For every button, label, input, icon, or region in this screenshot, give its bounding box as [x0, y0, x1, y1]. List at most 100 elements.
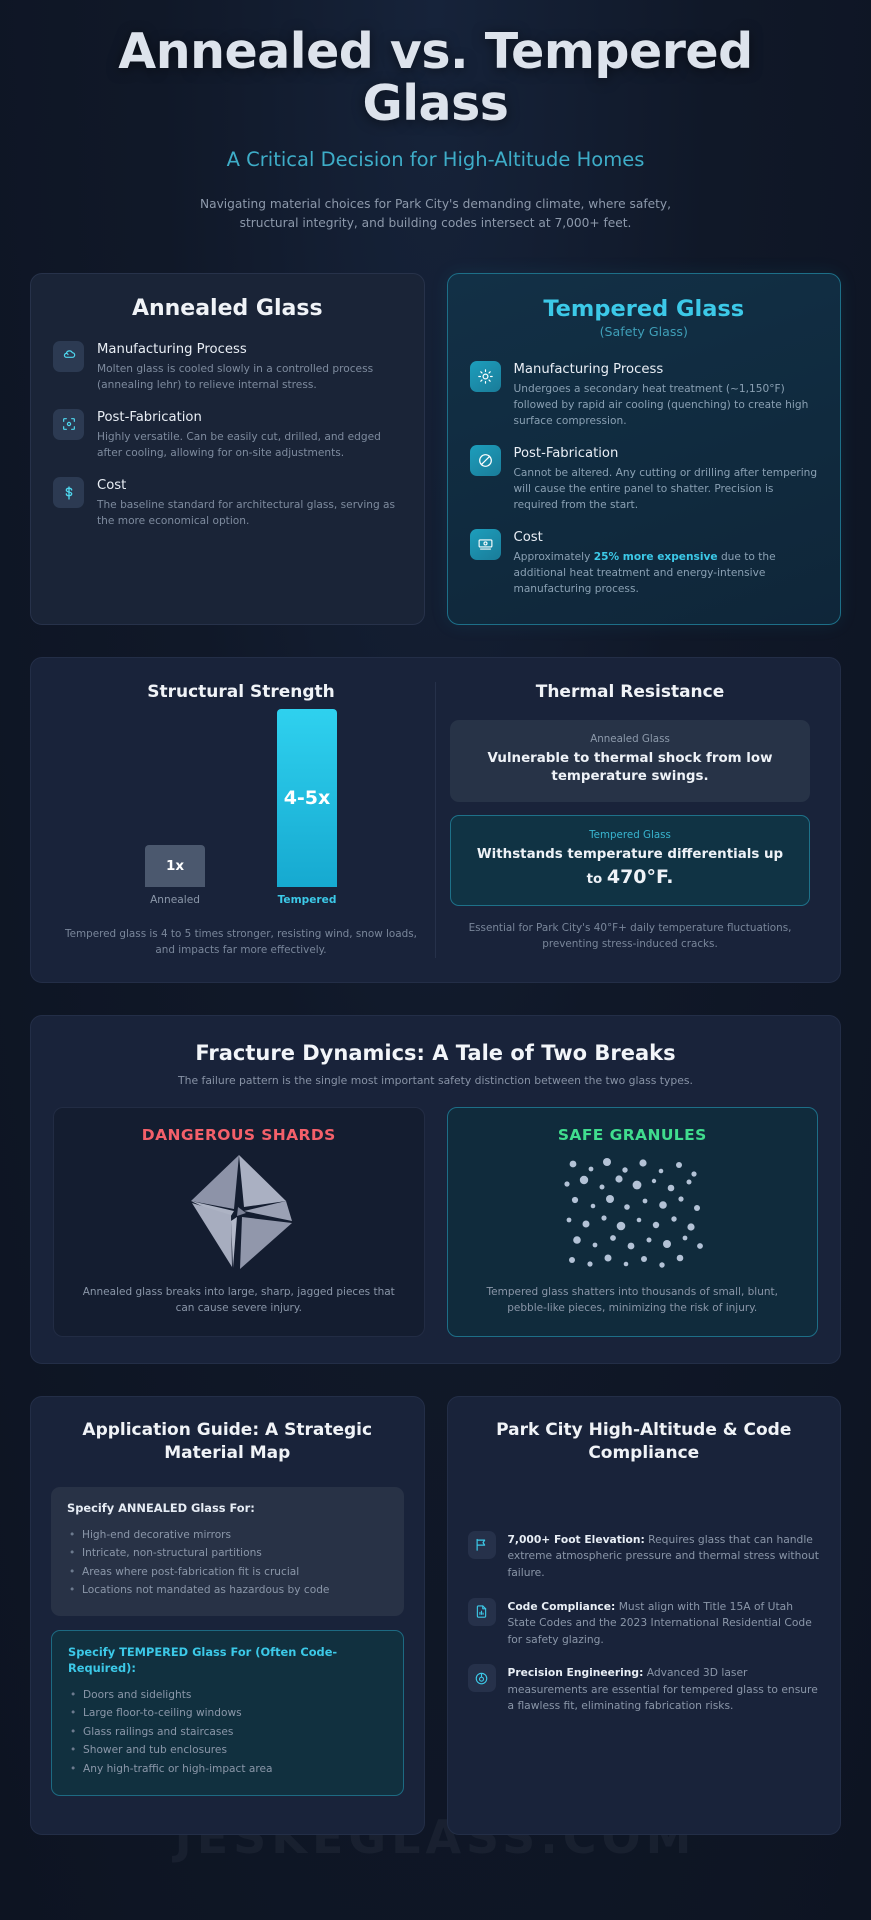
- list-item: Areas where post-fabrication fit is cruc…: [67, 1563, 388, 1582]
- fracture-cards: DANGEROUS SHARDS Annea: [53, 1106, 818, 1338]
- flag-icon: [467, 1530, 496, 1559]
- dangerous-shards-caption: Annealed glass breaks into large, sharp,…: [82, 1285, 395, 1315]
- annealed-spec-heading: Specify ANNEALED Glass For:: [67, 1500, 255, 1515]
- document-chart-icon: [467, 1597, 496, 1626]
- tempered-card-title: Tempered Glass: [543, 295, 745, 322]
- glass-granules-icon: [564, 1157, 704, 1268]
- guide-title: Application Guide: A Strategic Material …: [82, 1420, 373, 1464]
- banknote-icon: [469, 529, 501, 561]
- thermal-annealed-row: Annealed Glass Vulnerable to thermal sho…: [450, 719, 810, 802]
- shards-illustration: [72, 1152, 406, 1272]
- feature-item: Manufacturing Process Undergoes a second…: [469, 360, 819, 429]
- thermal-title: Thermal Resistance: [535, 681, 725, 702]
- page-subtitle: A Critical Decision for High-Altitude Ho…: [226, 147, 645, 171]
- thermal-note: Essential for Park City's 40°F+ daily te…: [468, 922, 792, 951]
- thermal-tempered-box: Tempered Glass Withstands temperature di…: [450, 814, 810, 907]
- feature-item: Post-Fabrication Cannot be altered. Any …: [469, 444, 819, 513]
- thermal-tempered-text: Withstands temperature differentials up …: [467, 846, 793, 891]
- bottom-section: Application Guide: A Strategic Material …: [30, 1396, 841, 1835]
- no-entry-icon: [469, 444, 501, 476]
- compliance-text: Precision Engineering: Advanced 3D laser…: [508, 1664, 821, 1715]
- feature-text: Approximately 25% more expensive due to …: [514, 549, 819, 597]
- compliance-text: 7,000+ Foot Elevation: Requires glass th…: [508, 1531, 821, 1582]
- feature-text: Highly versatile. Can be easily cut, dri…: [97, 430, 381, 459]
- feature-heading: Post-Fabrication: [97, 409, 202, 425]
- bar-tempered: 4-5x: [277, 708, 337, 887]
- feature-heading: Manufacturing Process: [97, 341, 247, 357]
- thermal-resistance-panel: Thermal Resistance Annealed Glass Vulner…: [435, 681, 824, 958]
- header: Annealed vs. Tempered Glass A Critical D…: [30, 0, 841, 239]
- annealed-spec-list: Specify ANNEALED Glass For: High-end dec…: [51, 1486, 404, 1616]
- compliance-text: Code Compliance: Must align with Title 1…: [508, 1598, 821, 1649]
- sun-heat-icon: [469, 360, 501, 392]
- focus-crop-icon: [53, 408, 84, 440]
- glass-shards-icon: [190, 1155, 292, 1270]
- safe-granules-caption: Tempered glass shatters into thousands o…: [486, 1285, 778, 1315]
- list-item: Doors and sidelights: [68, 1686, 387, 1705]
- comparison-section: Annealed Glass Manufacturing Process Mol…: [30, 272, 841, 625]
- feature-heading: Cost: [513, 530, 543, 546]
- list-item: Locations not mandated as hazardous by c…: [67, 1581, 388, 1600]
- tempered-card-subtitle: (Safety Glass): [599, 323, 688, 339]
- metrics-section: Structural Strength 1x Annealed 4-5x Tem…: [30, 656, 841, 983]
- page-description: Navigating material choices for Park Cit…: [200, 196, 671, 230]
- tempered-spec-list: Specify TEMPERED Glass For (Often Code-R…: [51, 1629, 404, 1796]
- feature-text: Molten glass is cooled slowly in a contr…: [97, 362, 374, 391]
- feature-heading: Cost: [97, 478, 127, 494]
- thermal-tempered-label: Tempered Glass: [589, 828, 671, 841]
- cost-text-before: Approximately: [513, 551, 594, 564]
- thermal-text-before: Withstands temperature differentials up …: [476, 846, 784, 888]
- fracture-subtitle: The failure pattern is the single most i…: [178, 1073, 693, 1087]
- list-item: Any high-traffic or high-impact area: [68, 1760, 387, 1779]
- safe-granules-heading: SAFE GRANULES: [557, 1125, 707, 1144]
- bar-label-tempered: Tempered: [277, 893, 337, 906]
- dangerous-shards-heading: DANGEROUS SHARDS: [141, 1125, 336, 1144]
- annealed-card-title: Annealed Glass: [131, 295, 323, 321]
- list-item: High-end decorative mirrors: [67, 1526, 388, 1545]
- compliance-title: Park City High-Altitude & Code Complianc…: [496, 1420, 792, 1464]
- annealed-spec-items: High-end decorative mirrors Intricate, n…: [67, 1526, 388, 1600]
- strength-note: Tempered glass is 4 to 5 times stronger,…: [65, 927, 417, 956]
- feature-item: Post-Fabrication Highly versatile. Can b…: [53, 408, 402, 461]
- tempered-glass-card: Tempered Glass (Safety Glass) Manufactur…: [446, 272, 841, 625]
- compliance-item: Precision Engineering: Advanced 3D laser…: [467, 1664, 821, 1715]
- thermal-annealed-label: Annealed Glass: [590, 732, 670, 745]
- cost-text-after: due to the additional heat treatment and…: [513, 551, 776, 596]
- list-item: Intricate, non-structural partitions: [67, 1544, 388, 1563]
- strength-title: Structural Strength: [147, 681, 335, 702]
- thermal-tempered-row: Tempered Glass Withstands temperature di…: [450, 814, 810, 907]
- thermal-annealed-text: Vulnerable to thermal shock from low tem…: [487, 750, 773, 785]
- compliance-detail: Must align with Title 15A of Utah State …: [507, 1599, 812, 1646]
- annealed-glass-card: Annealed Glass Manufacturing Process Mol…: [30, 272, 425, 625]
- bar-group-annealed: 1x Annealed: [145, 844, 205, 906]
- compliance-bold: Code Compliance:: [507, 1599, 616, 1613]
- page-title: Annealed vs. Tempered Glass: [118, 23, 753, 132]
- dollar-icon: [53, 477, 84, 509]
- feature-item: Manufacturing Process Molten glass is co…: [53, 340, 402, 393]
- granules-illustration: [466, 1152, 800, 1272]
- feature-text: Undergoes a secondary heat treatment (~1…: [513, 382, 809, 427]
- thermal-annealed-box: Annealed Glass Vulnerable to thermal sho…: [450, 719, 810, 802]
- application-guide-card: Application Guide: A Strategic Material …: [30, 1396, 425, 1835]
- cost-highlight: 25% more expensive: [593, 551, 718, 564]
- tempered-spec-heading: Specify TEMPERED Glass For (Often Code-R…: [68, 1644, 338, 1675]
- feature-text: The baseline standard for architectural …: [97, 499, 396, 528]
- safe-granules-card: SAFE GRANULES: [446, 1106, 818, 1338]
- bar-group-tempered: 4-5x Tempered: [277, 708, 337, 906]
- feature-text: Cannot be altered. Any cutting or drilli…: [513, 466, 818, 512]
- list-item: Glass railings and staircases: [68, 1723, 387, 1742]
- thermal-value: 470°F.: [606, 866, 674, 889]
- fracture-section: Fracture Dynamics: A Tale of Two Breaks …: [30, 1014, 841, 1365]
- feature-heading: Manufacturing Process: [513, 361, 664, 377]
- bar-annealed: 1x: [145, 844, 205, 887]
- bar-label-annealed: Annealed: [150, 893, 200, 906]
- list-item: Shower and tub enclosures: [68, 1741, 387, 1760]
- fracture-title: Fracture Dynamics: A Tale of Two Breaks: [195, 1040, 676, 1065]
- compliance-bold: 7,000+ Foot Elevation:: [507, 1532, 645, 1546]
- feature-item: Cost Approximately 25% more expensive du…: [469, 529, 819, 597]
- compliance-item: Code Compliance: Must align with Title 1…: [467, 1597, 821, 1649]
- precision-target-icon: [467, 1664, 496, 1693]
- list-item: Large floor-to-ceiling windows: [68, 1704, 387, 1723]
- compliance-detail: Requires glass that can handle extreme a…: [507, 1532, 819, 1579]
